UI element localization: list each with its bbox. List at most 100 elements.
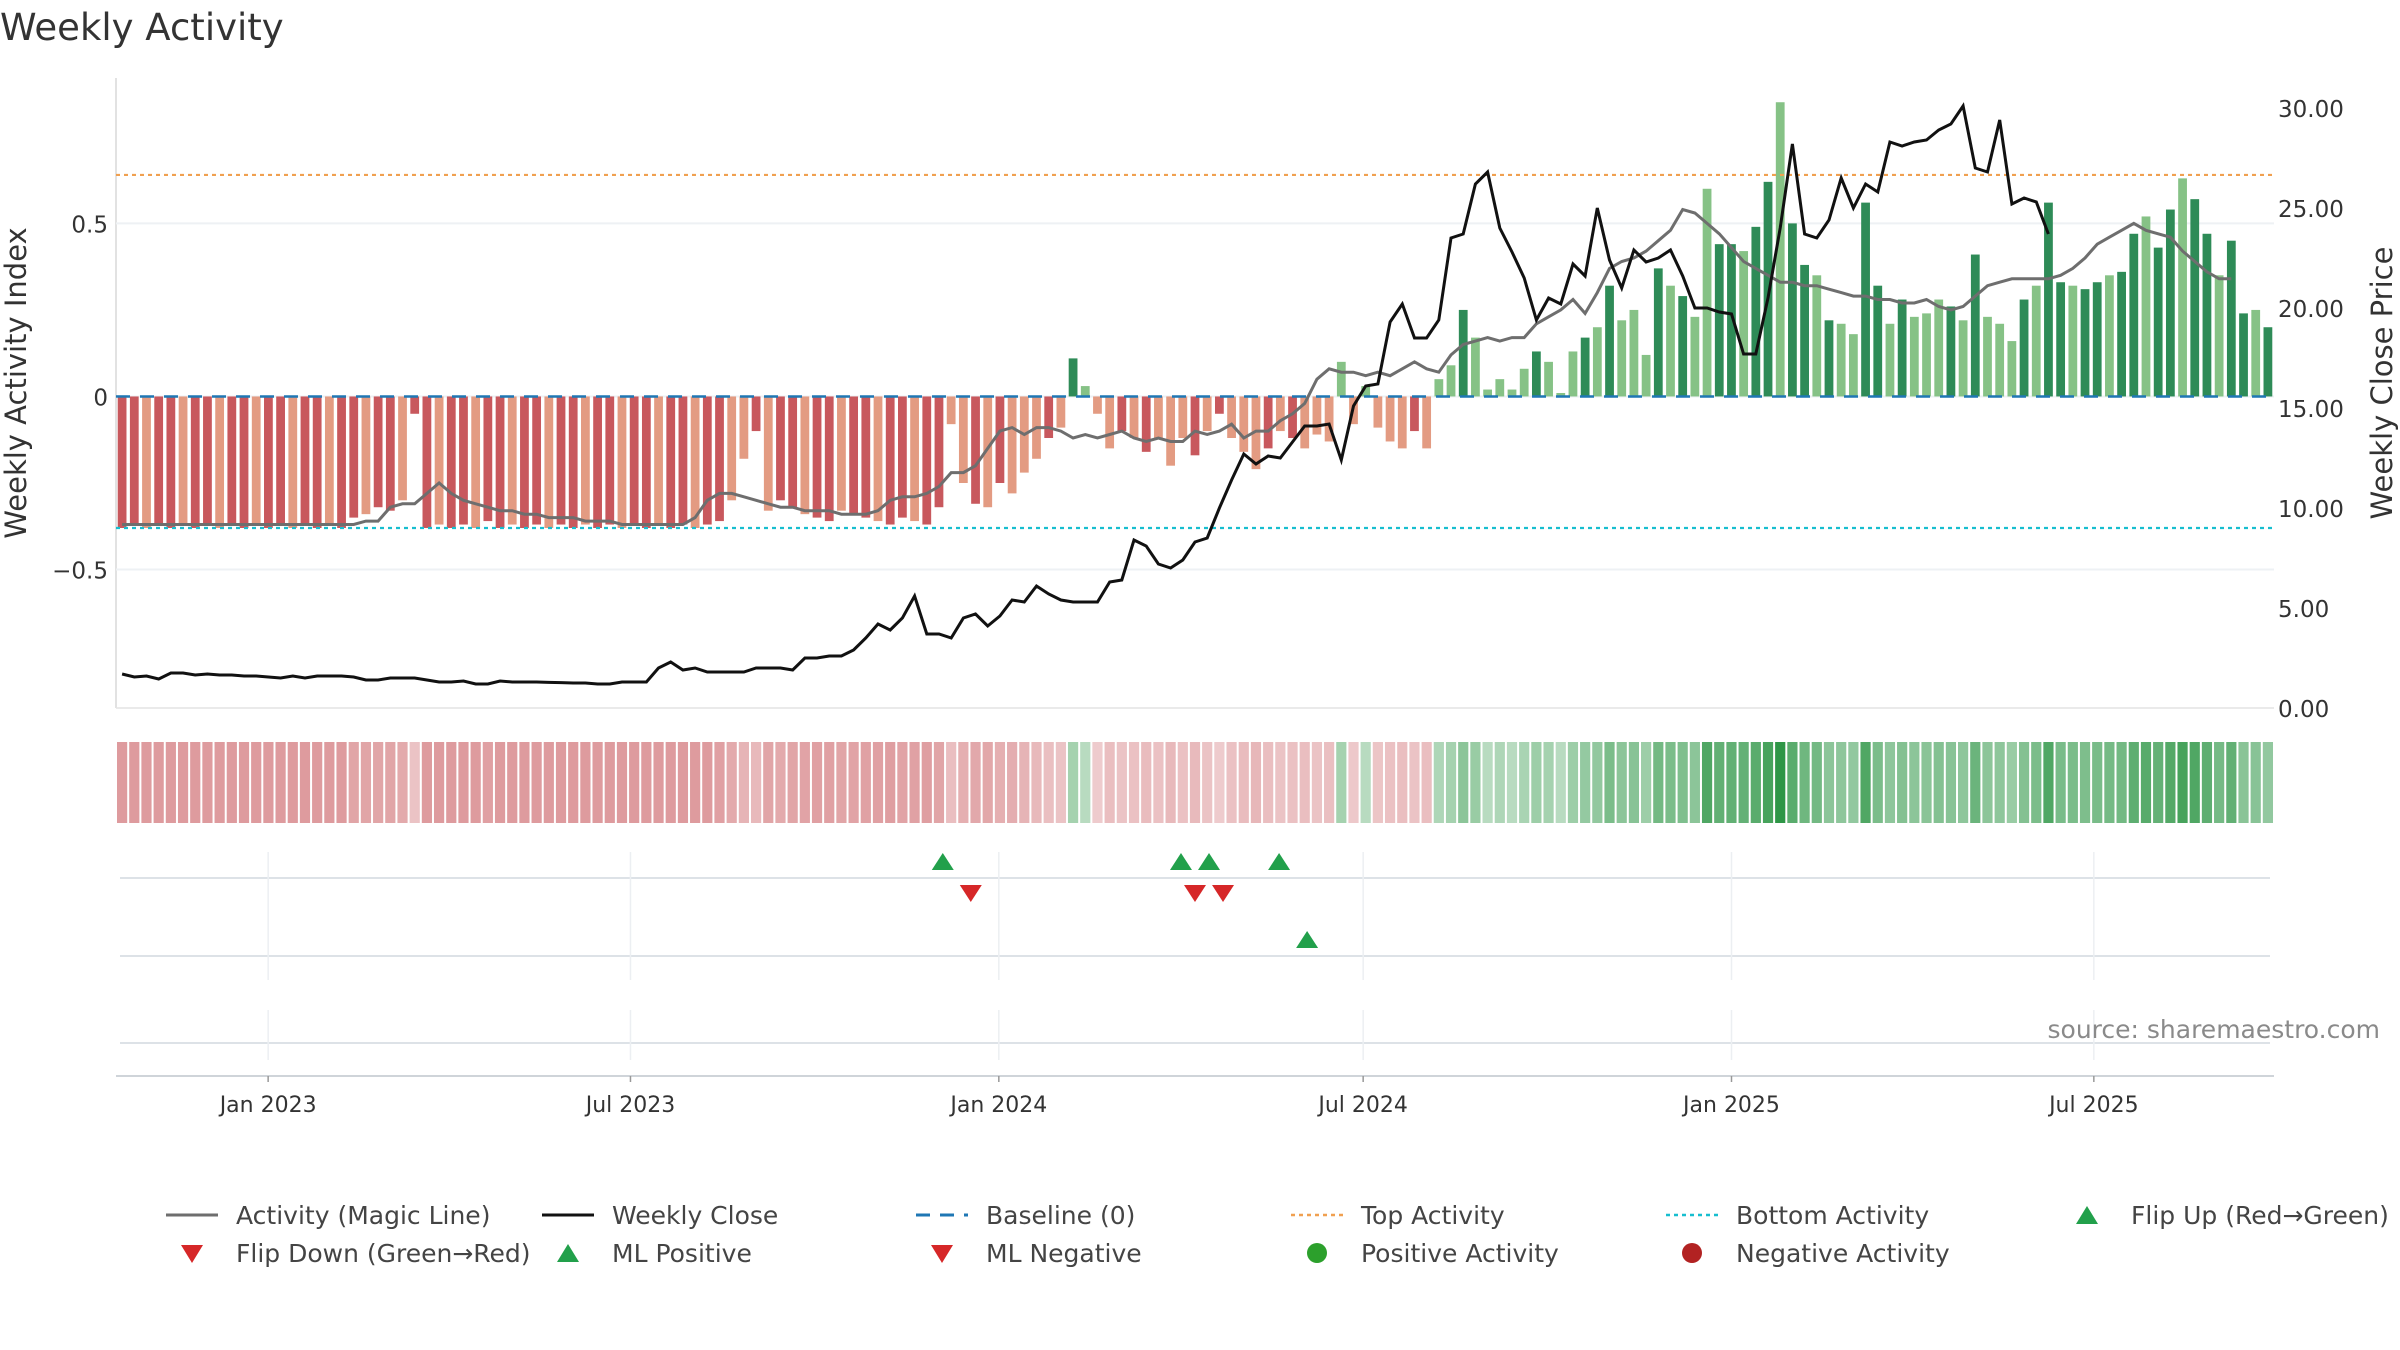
heatmap-cell [1628,742,1640,823]
activity-bar [2031,285,2041,397]
heatmap-cell [129,742,140,823]
activity-bar [1080,386,1090,397]
heatmap-cell [1324,742,1335,823]
activity-bar [1788,223,1797,397]
activity-bar [581,396,590,525]
activity-bar [1641,354,1651,397]
heatmap-cell [177,742,189,823]
heatmap-cell [1994,742,2005,823]
heatmap-cell [433,742,445,823]
heatmap-cell [385,742,396,823]
heatmap-cell [1128,742,1140,823]
activity-bar [2263,327,2273,397]
activity-bar [2129,233,2139,397]
activity-bar [2068,285,2078,397]
activity-bar [1507,389,1517,397]
activity-bar [678,396,688,525]
activity-bar [995,396,1005,483]
heatmap-cell [1799,742,1810,823]
heatmap-cell [263,742,274,823]
heatmap-cell [446,742,457,823]
heatmap-cell [1616,742,1627,823]
heatmap-cell [2226,742,2237,823]
activity-bar [190,396,200,528]
y2-tick-label: 20.00 [2278,297,2344,323]
heatmap-cell [702,742,713,823]
heatmap-cell [531,742,542,823]
activity-bar [776,396,785,501]
activity-bar [934,396,944,508]
heatmap-cell [141,742,152,823]
legend-swatch [2076,1206,2098,1224]
legend-item: Negative Activity [1660,1238,1950,1268]
activity-bar [1397,396,1407,449]
activity-bar [800,396,810,515]
activity-bar [422,396,432,528]
heatmap-cell [1714,742,1725,823]
activity-bar [1324,396,1334,442]
legend-swatch [1307,1243,1327,1263]
heatmap-cell [629,742,640,823]
activity-bar [1141,396,1151,452]
activity-bar [1288,396,1297,438]
magic-line-series [122,207,2232,526]
y2-tick-label: 15.00 [2278,397,2344,423]
heatmap-cell [958,742,969,823]
heatmap-cell [1884,742,1896,823]
activity-bar [666,396,676,528]
activity-bar [971,396,980,504]
heatmap-cell [1970,742,1981,823]
heatmap-cell [1921,742,1932,823]
heatmap-cell [1409,742,1420,823]
activity-bar [898,396,907,518]
heatmap-cell [811,742,823,823]
activity-bar [1190,396,1200,456]
heatmap-cell [690,742,701,823]
heatmap-cell [1055,742,1066,823]
heatmap-cell [1043,742,1054,823]
activity-bar [958,396,968,483]
heatmap-cell [507,742,518,823]
heatmap-cell [519,742,530,823]
flip-up-marker [1198,853,1221,870]
activity-bar [251,396,261,525]
heatmap-cell [1543,742,1554,823]
activity-bar [1702,188,1712,397]
heatmap-cell [2018,742,2030,823]
heatmap-cell [2201,742,2213,823]
activity-bar [1909,316,1919,397]
heatmap-cell [555,742,567,823]
activity-bar [361,396,371,515]
activity-bar [2178,178,2187,397]
y2-tick-label: 25.00 [2278,197,2344,223]
heatmap-cell [153,742,164,823]
heatmap-cell [580,742,591,823]
heatmap-cell [1080,742,1091,823]
activity-bar [227,396,237,525]
activity-bar [1093,396,1102,414]
heatmap-cell [1762,742,1774,823]
activity-bar [1458,309,1468,397]
activity-bar [715,396,724,522]
legend-label: Weekly Close [612,1200,779,1230]
activity-bar [690,396,700,528]
heatmap-cell [2214,742,2225,823]
activity-bar [641,396,651,528]
activity-bar [324,396,334,525]
activity-bar [1653,268,1663,397]
heatmap-cell [1360,742,1371,823]
heatmap-cell [1007,742,1018,823]
heatmap-cell [1116,742,1127,823]
activity-bar [312,396,322,528]
activity-bar [1239,396,1249,452]
heatmap-cell [1421,742,1432,823]
heatmap-cell [1263,742,1274,823]
activity-bar [1629,309,1639,397]
y-tick-label: 0.5 [71,212,108,238]
legend-swatch [1682,1243,1702,1263]
heatmap-cell [604,742,615,823]
activity-bar [1739,251,1749,397]
activity-bar [910,396,919,522]
heatmap-cell [2092,742,2103,823]
legend-label: Bottom Activity [1736,1200,1930,1230]
